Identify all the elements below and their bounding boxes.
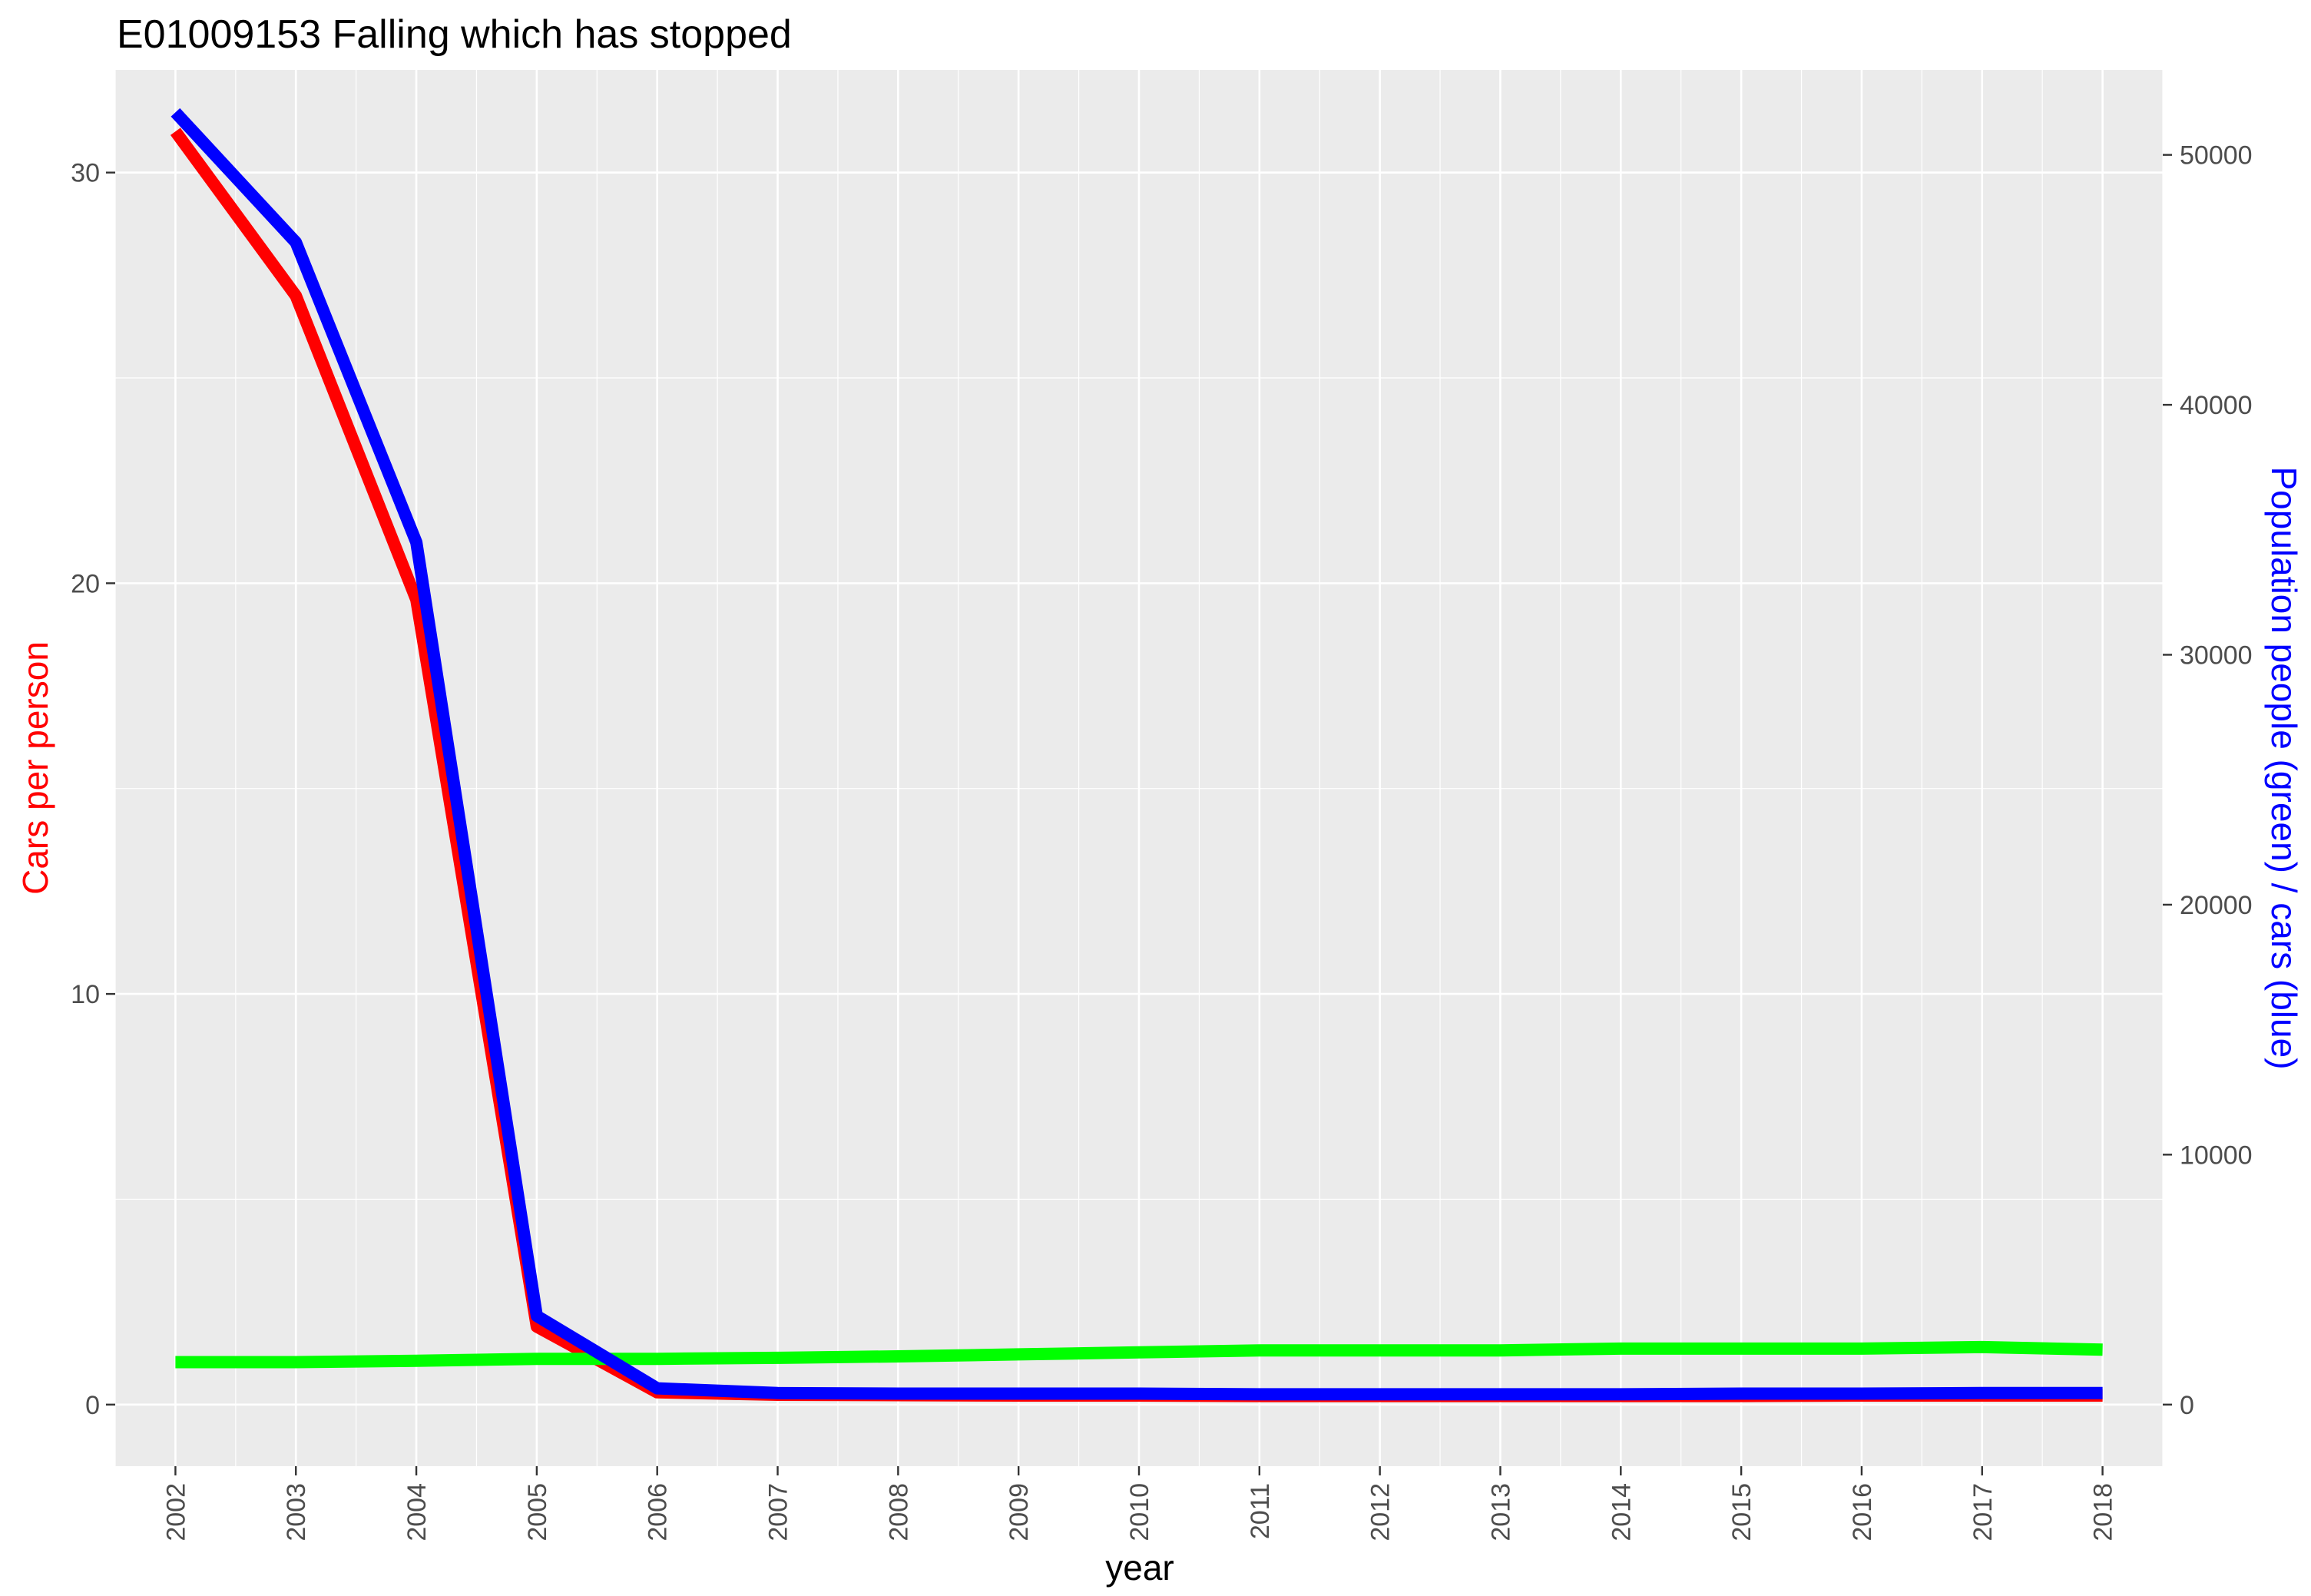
left-axis-tick-label: 10 (71, 980, 100, 1009)
series-line-3 (171, 108, 2103, 1401)
left-axis: 0 10 20 30 (71, 159, 115, 1420)
left-axis-tick-label: 0 (85, 1391, 100, 1420)
x-axis-tick-label: 2008 (884, 1483, 913, 1541)
right-axis-tick-label: 20000 (2180, 891, 2253, 920)
right-axis-tick-label: 30000 (2180, 641, 2253, 671)
right-axis-title: Population people (green) / cars (blue) (2264, 466, 2304, 1069)
x-axis-tick-label: 2006 (644, 1483, 673, 1541)
right-axis: 0 10000 20000 30000 40000 50000 (2163, 141, 2253, 1420)
x-axis-tick-label: 2011 (1246, 1483, 1275, 1539)
right-axis-tick-label: 10000 (2180, 1141, 2253, 1170)
series-lines (170, 108, 2103, 1402)
x-axis-tick-label: 2017 (1968, 1483, 1998, 1541)
x-axis-tick-label: 2009 (1005, 1483, 1034, 1541)
x-axis-title: year (1105, 1548, 1174, 1588)
x-axis-tick-label: 2016 (1848, 1483, 1877, 1541)
x-axis-tick-label: 2005 (523, 1483, 552, 1541)
x-axis-tick-label: 2013 (1487, 1483, 1516, 1541)
x-axis-tick-label: 2018 (2089, 1483, 2118, 1541)
x-axis-tick-label: 2007 (764, 1483, 793, 1541)
right-axis-tick-label: 0 (2180, 1391, 2194, 1420)
left-axis-title: Cars per person (15, 641, 55, 895)
x-axis-tick-label: 2003 (282, 1483, 311, 1541)
x-axis-tick-label: 2004 (402, 1483, 432, 1541)
series-line-2 (175, 1340, 2103, 1369)
right-axis-tick-label: 40000 (2180, 391, 2253, 420)
x-axis-tick-label: 2002 (161, 1483, 190, 1541)
left-axis-tick-label: 30 (71, 159, 100, 188)
x-axis: 2002 2003 2004 2005 2006 2007 2008 2009 2010 2011… (161, 1466, 2118, 1541)
chart-title: E01009153 Falling which has stopped (117, 12, 792, 57)
left-axis-tick-label: 20 (71, 569, 100, 598)
x-axis-tick-label: 2010 (1125, 1483, 1154, 1541)
x-axis-tick-label: 2012 (1366, 1483, 1396, 1541)
major-gridlines (115, 70, 2163, 1466)
x-axis-tick-label: 2015 (1727, 1483, 1756, 1541)
right-axis-tick-label: 50000 (2180, 141, 2253, 171)
x-axis-tick-label: 2014 (1607, 1483, 1636, 1541)
